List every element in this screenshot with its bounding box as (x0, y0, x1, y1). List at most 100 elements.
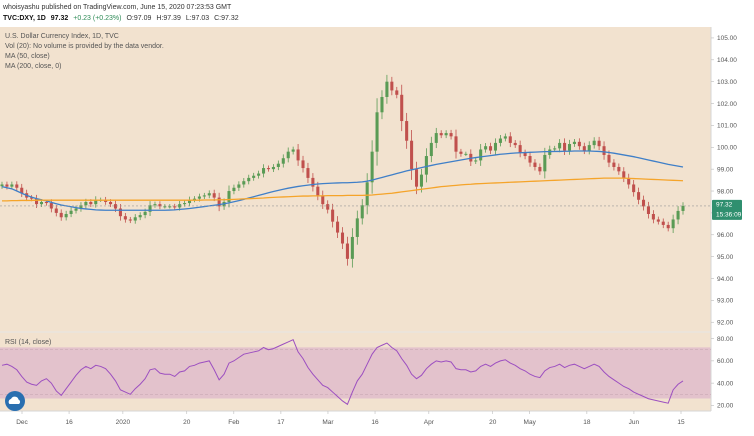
candle-body (168, 206, 172, 208)
candle-body (39, 201, 44, 205)
candle-body (271, 166, 275, 170)
candle-body (296, 149, 300, 161)
open-value: O:97.09 (126, 15, 151, 22)
rsi-band (0, 347, 711, 399)
candle-body (607, 154, 611, 163)
candle-body (572, 141, 576, 145)
price-tick-label: 101.00 (717, 123, 737, 130)
candle-body (262, 168, 266, 174)
candle-body (484, 146, 488, 150)
price-tick-label: 105.00 (717, 35, 737, 42)
candle-body (365, 182, 369, 206)
candle-body (444, 133, 448, 136)
candle-body (202, 195, 206, 197)
candle-body (493, 142, 498, 151)
candle-body (390, 81, 394, 91)
close-value: C:97.32 (214, 15, 239, 22)
rsi-tick-label: 60.00 (717, 358, 734, 365)
candle-body (449, 133, 453, 137)
bar-countdown: 15:36:09 (716, 211, 742, 218)
rsi-line (1, 339, 684, 406)
time-tick-label: Apr (424, 419, 435, 426)
rsi-tick-label: 40.00 (717, 380, 734, 387)
low-value: L:97.03 (186, 15, 209, 22)
candle-body (666, 224, 670, 229)
candle-body (109, 201, 113, 205)
candle-body (316, 186, 320, 196)
tradingview-logo[interactable] (5, 391, 25, 411)
price-axis-background (711, 27, 754, 436)
candle-body (513, 142, 517, 146)
candle-body (69, 210, 73, 214)
candle-body (380, 96, 384, 113)
ma200-legend[interactable]: MA (200, close, 0) (5, 63, 61, 70)
candle-body (429, 142, 433, 157)
candle-body (567, 144, 572, 151)
candle-body (187, 199, 192, 204)
candle-body (84, 201, 88, 206)
candle-body (622, 171, 626, 178)
candle-body (252, 175, 256, 178)
price-tick-label: 93.00 (717, 298, 734, 305)
ma50-line (1, 150, 684, 211)
candle-body (178, 204, 182, 208)
candle-body (59, 212, 63, 218)
candle-body (602, 146, 606, 155)
time-axis-ticks[interactable]: Dec 16 2020 20 Feb 17 Mar 16 Apr 20 May 18 Jun 15 (16, 411, 685, 426)
candle-body (641, 199, 646, 207)
candle-body (331, 209, 335, 222)
candle-body (153, 204, 157, 206)
candle-body (646, 206, 650, 214)
ohlc-line: TVC:DXY, 1D 97.32 +0.23 (+0.23%) O:97.09… (3, 15, 239, 22)
time-tick-label: 2020 (116, 419, 131, 426)
candle-body (597, 140, 601, 147)
candle-body (321, 195, 325, 205)
chart-title[interactable]: U.S. Dollar Currency Index, 1D, TVC (5, 33, 119, 40)
candle-body (242, 181, 246, 185)
rsi-tick-label: 80.00 (717, 336, 734, 343)
publisher-line: whoisyashu published on TradingView.com,… (2, 4, 232, 11)
candle-body (138, 215, 142, 218)
candle-body (291, 149, 295, 152)
candle-body (523, 152, 527, 157)
candle-body (30, 197, 34, 199)
price-tick-label: 100.00 (717, 145, 737, 152)
symbol-label: TVC:DXY, 1D (3, 15, 46, 22)
last-price-tag-box (712, 199, 742, 220)
candle-body (400, 94, 404, 122)
candle-body (118, 208, 122, 217)
candle-body (676, 210, 680, 220)
candle-body (44, 201, 48, 204)
candle-body (563, 142, 567, 151)
candle-body (237, 184, 241, 188)
time-tick-label: 17 (277, 419, 285, 426)
price-tick-label: 95.00 (717, 254, 734, 261)
candle-body (123, 216, 127, 220)
candle-body (143, 211, 147, 216)
candle-body (173, 206, 177, 208)
candle-body (637, 192, 641, 200)
time-tick-label: 20 (183, 419, 191, 426)
price-tick-label: 104.00 (717, 57, 737, 64)
candle-body (370, 151, 374, 183)
candle-body (64, 213, 68, 218)
rsi-tick-label: 20.00 (717, 403, 734, 410)
candle-body (163, 206, 167, 208)
candle-body (424, 156, 428, 175)
candle-body (10, 184, 14, 187)
candle-body (627, 177, 631, 185)
candle-body (306, 168, 310, 178)
price-axis-ticks[interactable]: 105.00 104.00 103.00 102.00 101.00 100.00 99.0… (711, 35, 737, 327)
ma50-legend[interactable]: MA (50, close) (5, 53, 50, 60)
candle-body (651, 213, 655, 220)
rsi-axis-ticks[interactable]: 80.00 60.00 40.00 20.00 (0, 336, 734, 410)
time-tick-label: 20 (489, 419, 497, 426)
time-tick-label: 16 (65, 419, 73, 426)
rsi-legend[interactable]: RSI (14, close) (5, 339, 51, 346)
candle-body (464, 153, 468, 155)
volume-legend[interactable]: Vol (20): No volume is provided by the d… (5, 43, 164, 50)
candle-body (459, 151, 463, 154)
candle-body (385, 81, 389, 97)
candle-body (656, 219, 660, 222)
